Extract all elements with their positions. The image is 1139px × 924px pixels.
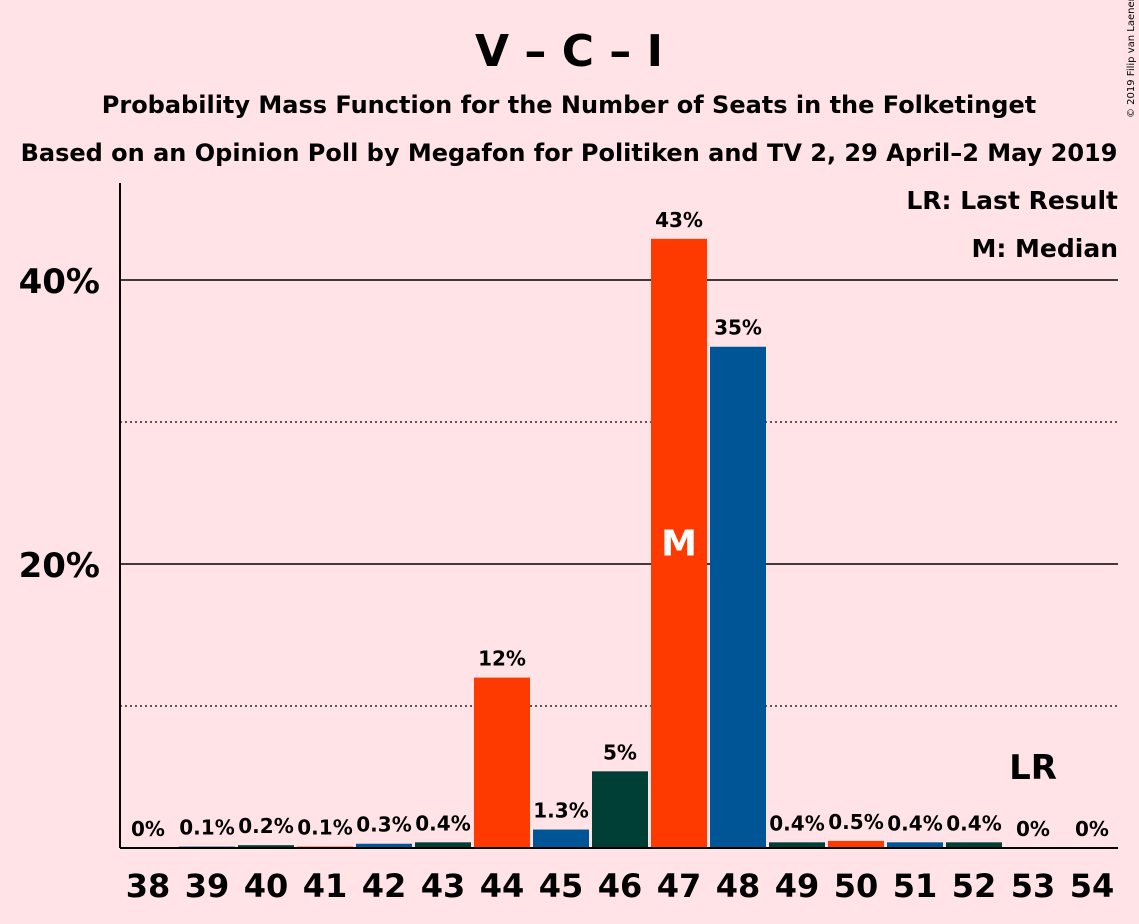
bar-51 [887,842,943,848]
x-tick-label-52: 52 [952,867,997,905]
bar-46 [592,771,648,848]
bar-42 [356,843,412,848]
chart-subtitle-1: Probability Mass Function for the Number… [102,91,1036,119]
data-label-49: 0.4% [769,811,824,835]
data-label-42: 0.3% [356,813,411,837]
median-marker: M [661,523,697,564]
legend-last-result: LR: Last Result [906,186,1118,215]
x-tick-label-48: 48 [716,867,761,905]
x-tick-label-43: 43 [421,867,466,905]
x-tick-label-42: 42 [362,867,407,905]
data-label-48: 35% [714,316,762,340]
data-label-53: 0% [1016,817,1050,841]
x-tick-label-50: 50 [834,867,879,905]
copyright-notice: © 2019 Filip van Laenen [1126,0,1137,118]
data-label-43: 0.4% [415,811,470,835]
x-tick-label-51: 51 [893,867,938,905]
x-axis-ticks: 38 39 40 41 42 43 44 45 46 47 48 49 50 51 52 53 54 [126,867,1115,905]
data-label-50: 0.5% [828,810,883,834]
last-result-marker: LR [1009,748,1057,788]
x-tick-label-38: 38 [126,867,171,905]
x-tick-label-39: 39 [185,867,230,905]
x-tick-label-46: 46 [598,867,643,905]
x-tick-label-54: 54 [1070,867,1115,905]
bar-49 [769,842,825,848]
x-tick-label-47: 47 [657,867,702,905]
bar-40 [238,845,294,848]
y-tick-label-20: 20% [19,546,100,586]
y-axis-ticks: 20% 40% [19,262,100,586]
data-label-39: 0.1% [179,816,234,840]
data-label-46: 5% [603,740,637,764]
bar-45 [533,829,589,848]
data-label-40: 0.2% [238,814,293,838]
bar-52 [946,842,1002,848]
y-tick-label-40: 40% [19,262,100,302]
x-tick-label-41: 41 [303,867,348,905]
bar-48 [710,346,766,848]
data-label-38: 0% [131,817,165,841]
x-tick-label-53: 53 [1011,867,1056,905]
data-label-41: 0.1% [297,816,352,840]
bar-47 [651,238,707,848]
bar-50 [828,840,884,848]
bar-44 [474,677,530,848]
data-label-45: 1.3% [533,799,588,823]
chart-subtitle-2: Based on an Opinion Poll by Megafon for … [21,139,1118,167]
bar-43 [415,842,471,848]
data-labels: 0% 0.1% 0.2% 0.1% 0.3% 0.4%12%1.3%5%43%35%0.4… [131,208,1109,841]
x-tick-label-40: 40 [244,867,289,905]
chart-title: V – C – I [475,26,663,77]
x-tick-label-44: 44 [480,867,525,905]
data-label-44: 12% [478,647,526,671]
data-label-51: 0.4% [887,811,942,835]
data-label-54: 0% [1075,817,1109,841]
legend-median: M: Median [971,234,1118,263]
x-tick-label-49: 49 [775,867,820,905]
data-label-52: 0.4% [946,811,1001,835]
x-tick-label-45: 45 [539,867,584,905]
grid-lines [120,279,1118,707]
data-label-47: 43% [655,208,703,232]
